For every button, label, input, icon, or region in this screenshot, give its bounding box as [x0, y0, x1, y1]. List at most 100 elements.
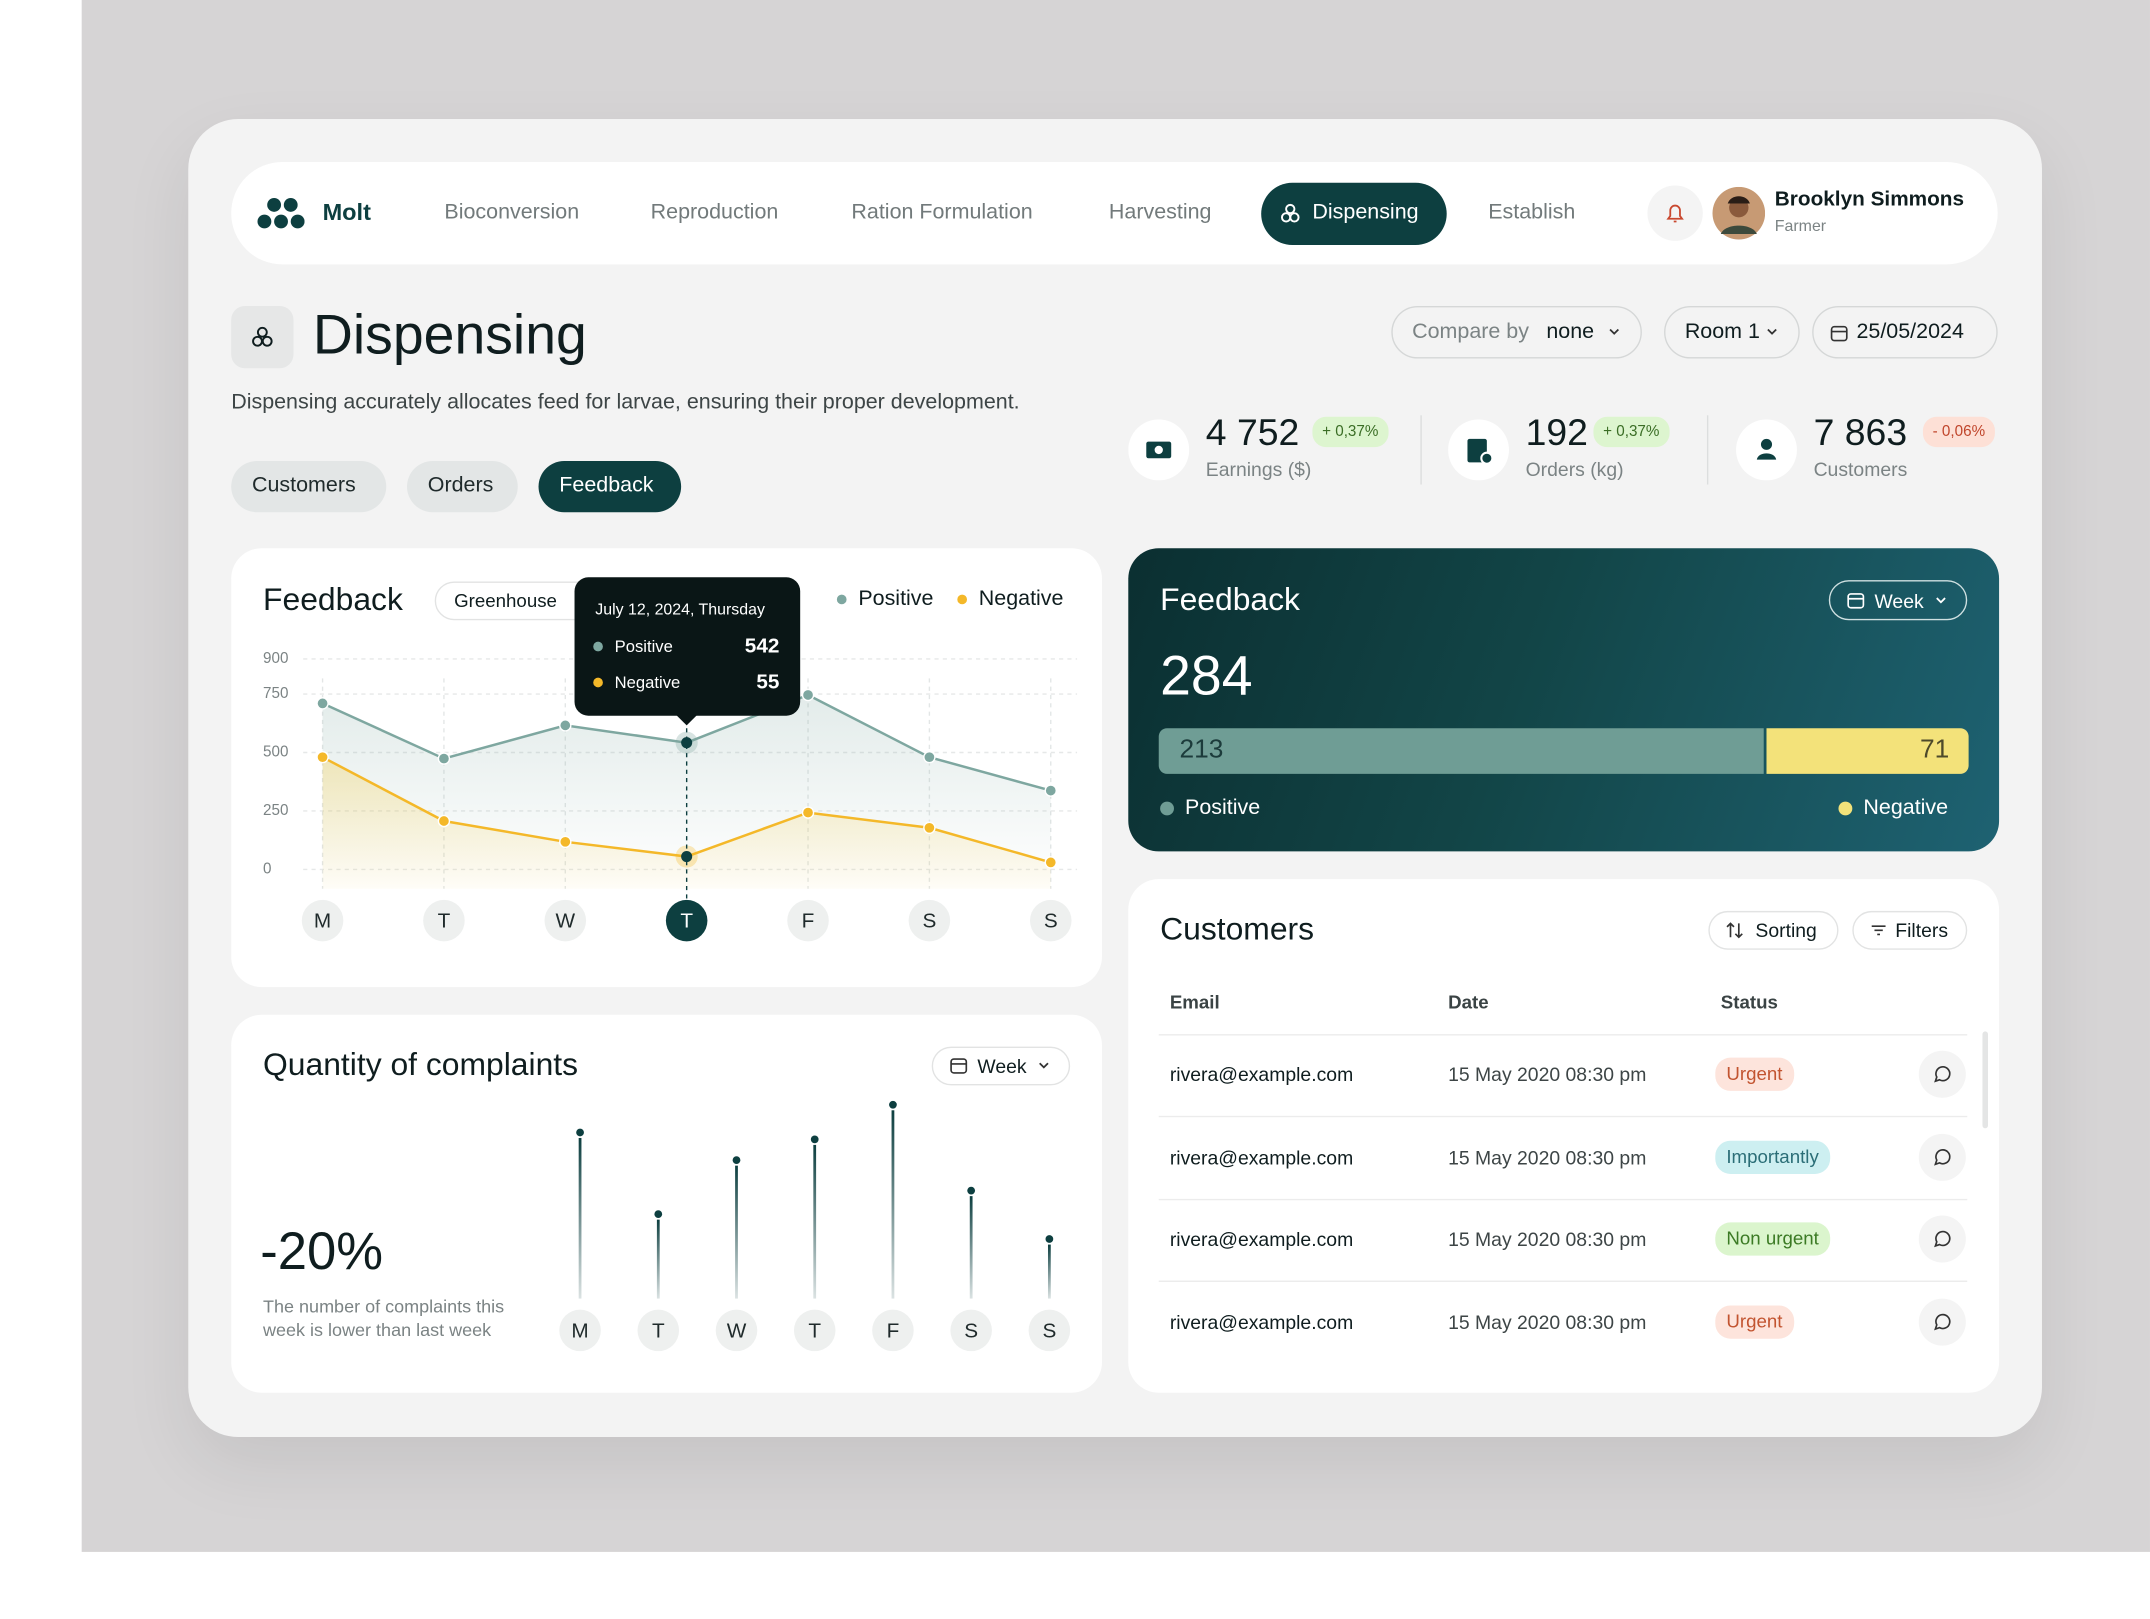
stat-change: + 0,37%: [1312, 416, 1389, 448]
tab[interactable]: [407, 461, 518, 513]
nav-item[interactable]: Bioconversion: [444, 200, 580, 225]
day-circle: [715, 1309, 758, 1352]
column-header: Email: [1169, 991, 1220, 1013]
tab-label[interactable]: Orders: [427, 473, 494, 497]
cell-status: Urgent: [1715, 1305, 1794, 1339]
calendar-icon: [1830, 325, 1848, 342]
legend-dot: [1160, 801, 1174, 816]
x-tick-label: T: [438, 909, 451, 932]
stem-dot: [576, 1128, 584, 1137]
filter-icon: [1871, 925, 1886, 936]
day-circle: [872, 1309, 914, 1352]
stacked-bar: 213 71: [1158, 728, 1969, 774]
column-header: Date: [1448, 991, 1489, 1013]
legend-dot: [836, 594, 847, 605]
divider: [1420, 415, 1422, 485]
legend-dot: [593, 677, 603, 688]
stem: [578, 1137, 582, 1299]
period-value: Week: [977, 1054, 1027, 1078]
stem-dot: [732, 1156, 741, 1165]
nav-item-active[interactable]: Dispensing: [1312, 200, 1419, 225]
data-point: [559, 719, 572, 732]
x-tick-label: T: [680, 909, 693, 932]
cell-status: Importantly: [1715, 1140, 1830, 1174]
compare-value: none: [1546, 319, 1595, 344]
chart-title: Quantity of complaints: [263, 1045, 579, 1082]
tooltip-pointer: [675, 714, 698, 726]
tab-label[interactable]: Customers: [251, 473, 356, 497]
data-point: [316, 750, 329, 764]
filter-button[interactable]: [1852, 910, 1968, 950]
stem: [969, 1196, 973, 1299]
bar-segment: [1158, 728, 1765, 774]
stem: [1047, 1244, 1051, 1299]
chart-title: Feedback: [263, 580, 403, 617]
cell-email: rivera@example.com: [1169, 1146, 1354, 1169]
scrollbar[interactable]: [1982, 1031, 1988, 1129]
day-circle: [544, 899, 587, 942]
nav-item[interactable]: Harvesting: [1108, 200, 1212, 225]
tab-label[interactable]: Feedback: [559, 473, 654, 497]
chat-button[interactable]: [1917, 1049, 1967, 1099]
stat-label: Earnings ($): [1205, 458, 1312, 481]
period-select[interactable]: [1828, 580, 1968, 621]
day-circle: [787, 899, 829, 942]
bell-button[interactable]: [1646, 184, 1704, 242]
room-select[interactable]: [1664, 305, 1800, 359]
total-value: 284: [1160, 645, 1253, 707]
complaints-note: The number of complaints this week is lo…: [263, 1295, 505, 1341]
cell-date: 15 May 2020 08:30 pm: [1448, 1063, 1647, 1086]
customers-card: [1128, 879, 2000, 1393]
nav-icon: [1280, 203, 1300, 223]
tooltip-date: July 12, 2024, Thursday: [595, 602, 765, 619]
x-tick-label: T: [652, 1319, 665, 1342]
stat-icon: [1736, 419, 1797, 481]
data-point: [1044, 856, 1057, 869]
filter-value: Greenhouse: [454, 590, 557, 612]
row-divider: [1158, 1198, 1968, 1201]
chat-button[interactable]: [1917, 1297, 1967, 1347]
period-value: Week: [1874, 589, 1924, 612]
stat-change: - 0,06%: [1922, 416, 1995, 448]
chat-button[interactable]: [1917, 1132, 1967, 1182]
y-tick-label: 250: [263, 802, 288, 819]
cell-date: 15 May 2020 08:30 pm: [1448, 1146, 1647, 1169]
data-point: [437, 752, 451, 765]
data-point: [559, 835, 572, 849]
compare-select[interactable]: [1391, 305, 1642, 359]
calendar-icon: [950, 1058, 968, 1074]
nav-item[interactable]: Ration Formulation: [851, 200, 1033, 225]
room-value: Room 1: [1684, 319, 1760, 344]
legend-label: Negative: [1863, 796, 1949, 820]
data-point: [923, 750, 936, 764]
period-select[interactable]: [931, 1046, 1071, 1086]
nav-item[interactable]: Establish: [1488, 200, 1576, 225]
date-picker[interactable]: [1812, 305, 1998, 359]
sort-icon: [1726, 922, 1743, 939]
stem-dot: [810, 1135, 819, 1144]
tab-active[interactable]: [538, 461, 682, 513]
bar-label: 213: [1179, 735, 1224, 765]
avatar[interactable]: [1712, 186, 1766, 240]
x-tick-label: S: [1044, 909, 1058, 932]
compare-label: Compare by: [1412, 319, 1529, 344]
legend-label: Positive: [858, 586, 934, 611]
tab[interactable]: [231, 461, 387, 513]
row-divider: [1158, 1280, 1968, 1282]
chevron: [1767, 328, 1777, 335]
stem-dot: [1045, 1235, 1054, 1243]
x-tick-label: T: [808, 1319, 821, 1342]
legend-dot: [1838, 801, 1853, 816]
y-tick-label: 0: [263, 860, 271, 877]
cell-email: rivera@example.com: [1169, 1227, 1354, 1251]
stem-dot: [889, 1100, 897, 1109]
chat-button[interactable]: [1917, 1214, 1967, 1264]
y-tick-label: 750: [263, 685, 288, 702]
user-role: Farmer: [1774, 218, 1827, 236]
chevron: [1039, 1062, 1049, 1069]
data-point: [316, 697, 329, 710]
nav-item[interactable]: Reproduction: [650, 200, 779, 225]
y-tick-label: 900: [263, 650, 288, 667]
data-point: [801, 806, 815, 819]
sort-button[interactable]: [1708, 910, 1839, 950]
